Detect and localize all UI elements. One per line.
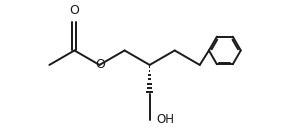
- Text: O: O: [95, 58, 105, 71]
- Text: O: O: [70, 4, 79, 17]
- Text: OH: OH: [156, 113, 174, 126]
